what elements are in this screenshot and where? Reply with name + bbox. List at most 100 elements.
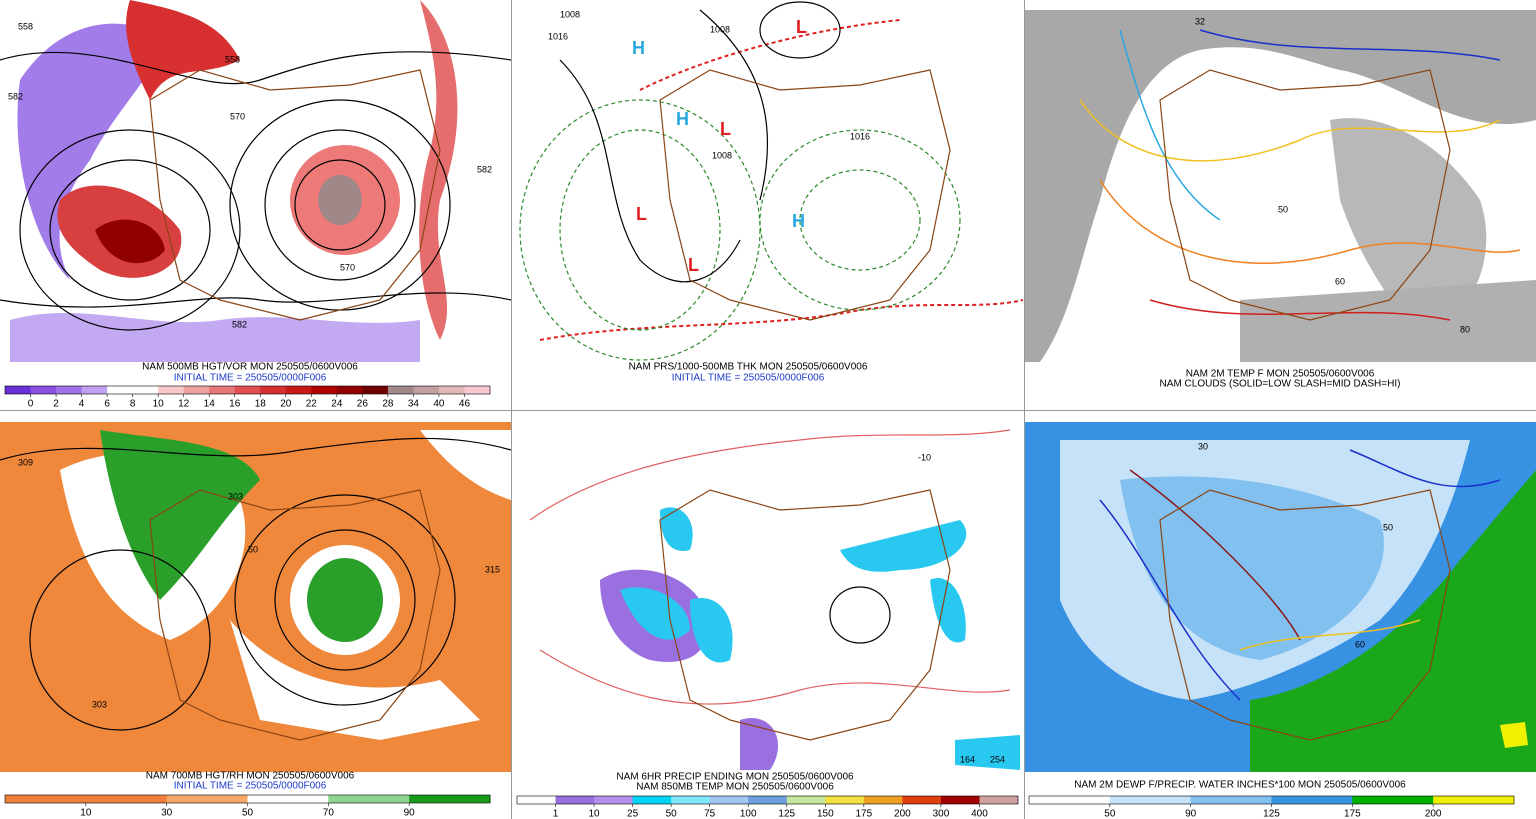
colorbar-label: 46 [459, 399, 471, 410]
colorbar-label: 6 [104, 399, 110, 410]
colorbar-swatch [413, 386, 440, 394]
colorbar-label: 10 [80, 808, 92, 819]
colorbar-swatch [1190, 796, 1272, 804]
colorbar-swatch [1433, 796, 1515, 804]
temp-contour [1079, 99, 1501, 162]
colorbar-label: 70 [323, 808, 335, 819]
low-marker: L [720, 119, 731, 139]
colorbar-label: 90 [1185, 809, 1197, 819]
precip-area [660, 507, 693, 551]
colorbar-label: 20 [280, 399, 292, 410]
colorbar-swatch [260, 386, 287, 394]
colorbar-label: 175 [856, 809, 873, 819]
contour [29, 549, 211, 731]
panel-temp-clouds: 32 50 60 80 NAM 2M TEMP F MON 250505/060… [1025, 0, 1536, 390]
contour-label: 50 [1278, 204, 1288, 214]
contour-label: 309 [18, 457, 33, 467]
colorbar-label: 50 [666, 809, 678, 819]
colorbar-swatch [311, 386, 338, 394]
panel-700mb: 309 303 50 315 303 NAM 700MB HGT/RH MON … [0, 422, 512, 792]
colorbar-label: 175 [1344, 809, 1361, 819]
colorbar-swatch [81, 386, 108, 394]
precip-area [620, 587, 690, 640]
temp-contour [1099, 179, 1521, 264]
contour-label: 303 [228, 491, 243, 501]
contour-label: 582 [8, 91, 23, 101]
low-marker: L [636, 204, 647, 224]
colorbar-swatch [5, 386, 32, 394]
caption: NAM CLOUDS (SOLID=LOW SLASH=MID DASH=HI) [1160, 379, 1401, 390]
state-borders [1159, 69, 1451, 321]
contour-label: 582 [477, 164, 492, 174]
colorbar-swatch [85, 795, 168, 803]
colorbar-label: 150 [817, 809, 834, 819]
colorbar-label: 10 [153, 399, 165, 410]
colorbar-swatch [409, 795, 491, 803]
caption: NAM 500MB HGT/VOR MON 250505/0600V006 [142, 362, 358, 373]
colorbar-swatch [464, 386, 491, 394]
low-marker: L [688, 255, 699, 275]
contour-label: -10 [918, 452, 931, 462]
contour [264, 129, 416, 281]
colorbar-label: 300 [933, 809, 950, 819]
panel-dewpoint: 30 50 60 NAM 2M DEWP F/PRECIP. WATER INC… [1025, 422, 1536, 791]
colorbar-swatch [56, 386, 83, 394]
colorbar-swatch [786, 796, 826, 804]
contour-label: 50 [1383, 522, 1393, 532]
caption: NAM 700MB HGT/RH MON 250505/0600V006 [146, 771, 355, 782]
thickness-contour [759, 129, 961, 311]
caption: NAM 6HR PRECIP ENDING MON 250505/0600V00… [616, 772, 854, 783]
state-borders [659, 69, 951, 321]
colorbar-frame [516, 795, 1019, 805]
precip-area [840, 520, 967, 572]
rh-area [100, 430, 260, 600]
colorbar-label: 16 [229, 399, 241, 410]
pw-area [1120, 476, 1384, 660]
pw-area [1500, 722, 1528, 748]
contour-label: 60 [1335, 276, 1345, 286]
colorbar-label: 24 [331, 399, 343, 410]
colorbar-swatch [594, 796, 634, 804]
temp-contour [1149, 299, 1451, 321]
colorbar-swatch [132, 386, 159, 394]
colorbar-label: 10 [589, 809, 601, 819]
colorbar-swatch [183, 386, 210, 394]
colorbar-swatch [362, 386, 389, 394]
thickness-contour [799, 169, 921, 271]
colorbar-label: 14 [204, 399, 216, 410]
caption: NAM 2M TEMP F MON 250505/0600V006 [1186, 369, 1375, 380]
colorbar-swatch [555, 796, 595, 804]
contour-label: 164 [960, 754, 975, 764]
contour-label: 80 [1460, 324, 1470, 334]
panel-precip: 164 254 -10 NAM 6HR PRECIP ENDING MON 25… [512, 422, 1023, 793]
precip-area [955, 735, 1020, 770]
contour-label: 570 [230, 111, 245, 121]
contour [0, 292, 512, 308]
colorbar-label: 125 [778, 809, 795, 819]
caption: NAM 2M DEWP F/PRECIP. WATER INCHES*100 M… [1074, 780, 1406, 791]
colorbar-label: 2 [53, 399, 59, 410]
state-borders [659, 489, 951, 741]
colorbar-label: 12 [178, 399, 190, 410]
colorbar-swatch [107, 386, 134, 394]
colorbar-swatch [387, 386, 414, 394]
contour-label: 570 [340, 262, 355, 272]
temp-contour [829, 586, 891, 644]
colorbar-swatch [709, 796, 749, 804]
colorbar-label: 34 [408, 399, 420, 410]
contour-label: 303 [92, 699, 107, 709]
pw-area [1250, 470, 1536, 772]
high-marker: H [632, 38, 645, 58]
colorbar-swatch [902, 796, 942, 804]
isobar-label: 1008 [712, 150, 732, 160]
colorbar-label: 18 [255, 399, 267, 410]
state-borders [149, 69, 441, 321]
vort-blob [95, 219, 165, 264]
colorbar-swatch [328, 795, 410, 803]
isobar-label: 1008 [710, 24, 730, 34]
colorbar-swatch [438, 386, 465, 394]
colorbar-label: 200 [894, 809, 911, 819]
high-marker: H [792, 211, 805, 231]
precip-area [740, 718, 779, 770]
